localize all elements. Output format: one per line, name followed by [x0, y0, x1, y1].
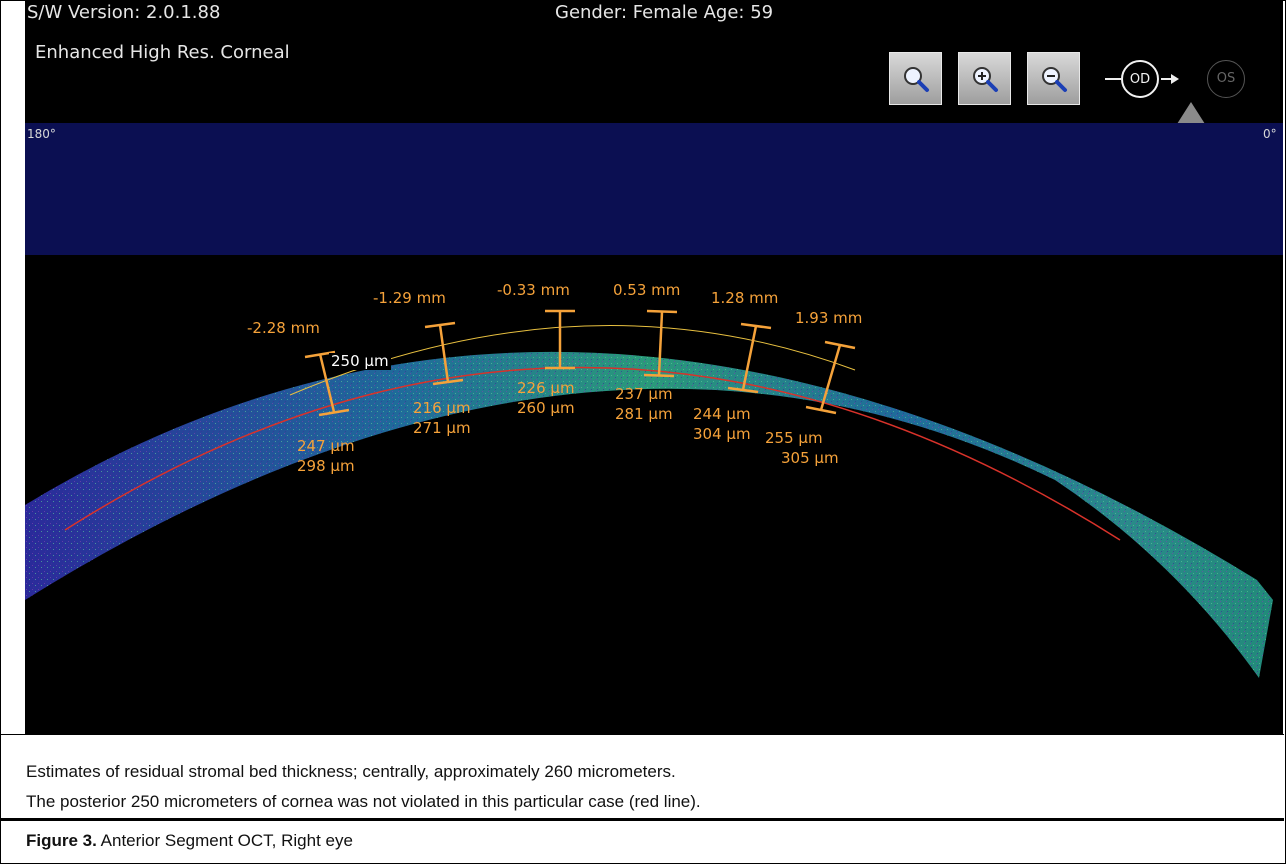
axis-left-label: 180° — [27, 127, 56, 141]
caliper-m2 — [424, 321, 464, 386]
eye-pointer-icon — [1177, 102, 1205, 124]
m2-total2: 271 µm — [413, 419, 471, 437]
m1-position: -2.28 mm — [247, 319, 320, 337]
m2-position: -1.29 mm — [373, 289, 446, 307]
m4-position: 0.53 mm — [613, 281, 681, 299]
m3-position: -0.33 mm — [497, 281, 570, 299]
m4-total1: 237 µm — [615, 385, 673, 403]
eye-od-toggle[interactable]: OD — [1121, 60, 1159, 98]
m4-total2: 281 µm — [615, 405, 673, 423]
magnifier-button[interactable] — [889, 52, 942, 105]
cornea-speckle — [25, 351, 1273, 678]
zoom-out-icon — [1042, 67, 1067, 92]
caliper-m1 — [304, 350, 350, 417]
m3-total2: 260 µm — [517, 399, 575, 417]
m6-position: 1.93 mm — [795, 309, 863, 327]
zoom-in-button[interactable] — [958, 52, 1011, 105]
m5-position: 1.28 mm — [711, 289, 779, 307]
m6-total1: 255 µm — [765, 429, 823, 447]
figure-description: Anterior Segment OCT, Right eye — [96, 831, 353, 850]
sw-version: S/W Version: 2.0.1.88 — [27, 2, 221, 23]
figure-number: Figure 3. — [26, 831, 97, 850]
caliper-m5 — [727, 322, 772, 394]
m1-upper: 250 µm — [329, 352, 391, 370]
caption-line-2: The posterior 250 micrometers of cornea … — [26, 792, 701, 811]
eye-selector-arrows — [1105, 74, 1205, 124]
eye-os-toggle[interactable]: OS — [1207, 60, 1245, 98]
caliper-m4 — [643, 309, 678, 378]
scan-mode: Enhanced High Res. Corneal — [35, 42, 290, 63]
figure-title: Figure 3. Anterior Segment OCT, Right ey… — [26, 831, 353, 851]
magnifier-icon — [904, 67, 929, 92]
scan-axis-band — [25, 123, 1283, 255]
m5-total2: 304 µm — [693, 425, 751, 443]
m2-total1: 216 µm — [413, 399, 471, 417]
oct-cornea-scan — [25, 309, 1273, 678]
figure-label-bar: Figure 3. Anterior Segment OCT, Right ey… — [0, 818, 1284, 862]
zoom-out-button[interactable] — [1027, 52, 1080, 105]
caliper-m6 — [805, 340, 856, 415]
oct-viewer: S/W Version: 2.0.1.88 Gender: Female Age… — [25, 0, 1283, 734]
m6-total2: 305 µm — [781, 449, 839, 467]
m1-total1: 247 µm — [297, 437, 355, 455]
zoom-in-icon — [973, 67, 998, 92]
axis-right-label: 0° — [1263, 127, 1277, 141]
m3-total1: 226 µm — [517, 379, 575, 397]
m5-total1: 244 µm — [693, 405, 751, 423]
posterior-250um-line — [64, 366, 1121, 541]
caption-divider — [0, 734, 1284, 735]
patient-info: Gender: Female Age: 59 — [555, 2, 774, 23]
caliper-m3 — [545, 309, 575, 370]
m1-total2: 298 µm — [297, 457, 355, 475]
caption-line-1: Estimates of residual stromal bed thickn… — [26, 762, 676, 781]
